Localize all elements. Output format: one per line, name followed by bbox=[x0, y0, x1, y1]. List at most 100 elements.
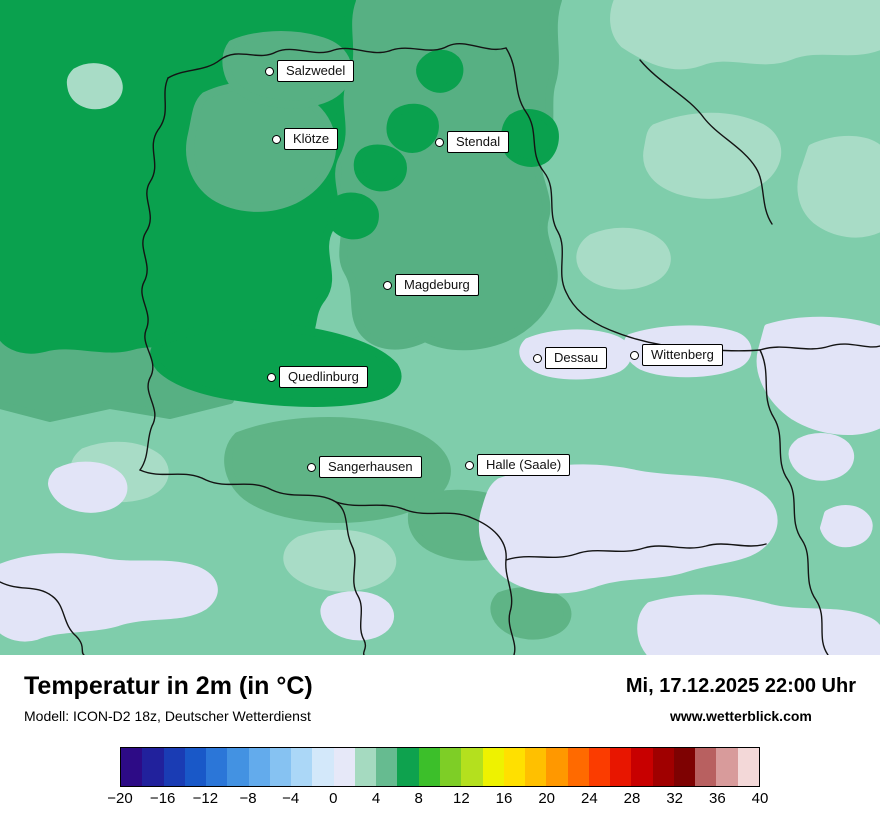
field-lavender-patch bbox=[788, 433, 855, 481]
legend-tick-label: −16 bbox=[149, 790, 176, 807]
city-label: Klötze bbox=[284, 128, 339, 150]
state-border bbox=[167, 43, 507, 79]
legend-color-segment bbox=[610, 748, 632, 786]
legend-color-segment bbox=[142, 748, 164, 786]
legend-color-segment bbox=[482, 748, 504, 786]
map-footer: Temperatur in 2m (in °C) Modell: ICON-D2… bbox=[0, 655, 880, 830]
field-medium-south bbox=[490, 587, 572, 640]
city-dot-icon bbox=[267, 372, 276, 382]
city-dot-icon bbox=[265, 66, 274, 76]
city-dot-icon bbox=[272, 134, 281, 144]
legend-color-segment bbox=[588, 748, 611, 786]
legend-color-segment bbox=[121, 748, 143, 786]
city-label: Sangerhausen bbox=[319, 456, 422, 478]
map-title: Temperatur in 2m (in °C) bbox=[24, 672, 313, 700]
city-dot-icon bbox=[630, 350, 639, 360]
city-marker: Klötze bbox=[272, 128, 339, 150]
city-label: Halle (Saale) bbox=[477, 454, 571, 476]
legend-tick-label: 0 bbox=[329, 790, 338, 807]
legend-color-segment bbox=[291, 748, 313, 786]
city-marker: Quedlinburg bbox=[267, 366, 368, 388]
legend-color-segment bbox=[737, 748, 759, 786]
field-lavender-patch bbox=[820, 505, 873, 548]
city-marker: Stendal bbox=[435, 131, 510, 153]
legend-tick-label: 16 bbox=[495, 790, 513, 807]
legend-color-segment bbox=[525, 748, 547, 786]
city-marker: Magdeburg bbox=[383, 274, 479, 296]
legend-color-segment bbox=[227, 748, 249, 786]
legend-color-segment bbox=[184, 748, 207, 786]
city-dot-icon bbox=[383, 280, 392, 290]
city-marker: Dessau bbox=[533, 347, 608, 369]
legend-color-segment bbox=[461, 748, 483, 786]
city-dot-icon bbox=[533, 353, 542, 363]
legend-tick-label: −4 bbox=[282, 790, 300, 807]
legend-color-segment bbox=[206, 748, 228, 786]
field-strong-spot bbox=[353, 144, 407, 192]
legend-color-segment bbox=[163, 748, 185, 786]
field-lavender-patch bbox=[48, 461, 128, 513]
legend-tick-label: 20 bbox=[538, 790, 555, 807]
legend-color-segment bbox=[652, 748, 674, 786]
legend-tick-label: −20 bbox=[107, 790, 133, 807]
state-border bbox=[139, 77, 169, 471]
state-border bbox=[759, 343, 880, 351]
legend-tick-label: −8 bbox=[239, 790, 257, 807]
legend-tick-label: 8 bbox=[414, 790, 423, 807]
legend-tick-label: −12 bbox=[192, 790, 219, 807]
legend-tick-label: 40 bbox=[751, 790, 769, 807]
city-label: Dessau bbox=[545, 347, 608, 369]
legend-tick-labels: −20 −16 −12 −8 −4 0 4 8 12 16 20 24 28 32 36 40 bbox=[107, 790, 768, 810]
legend-color-segment bbox=[354, 748, 377, 786]
field-mint-speck-nw bbox=[66, 63, 123, 110]
field-lavender-bottomleft bbox=[0, 553, 218, 642]
state-border bbox=[639, 59, 773, 225]
legend-color-segment bbox=[673, 748, 696, 786]
legend-tick-label: 28 bbox=[623, 790, 641, 807]
legend-color-segment bbox=[716, 748, 738, 786]
city-marker: Salzwedel bbox=[265, 60, 355, 82]
city-marker: Wittenberg bbox=[630, 344, 723, 366]
field-strong-spot bbox=[326, 192, 379, 240]
legend-color-segment bbox=[439, 748, 462, 786]
footer-right: Mi, 17.12.2025 22:00 Uhr www.wetterblick… bbox=[626, 671, 856, 724]
city-dot-icon bbox=[435, 137, 444, 147]
footer-text-row: Temperatur in 2m (in °C) Modell: ICON-D2… bbox=[0, 671, 880, 724]
city-label: Quedlinburg bbox=[279, 366, 368, 388]
city-label: Magdeburg bbox=[395, 274, 479, 296]
field-strong-spot bbox=[416, 49, 464, 93]
state-border bbox=[139, 469, 367, 655]
legend-color-segment bbox=[418, 748, 440, 786]
field-lavender-bottomright bbox=[637, 594, 880, 655]
legend-color-segment bbox=[397, 748, 419, 786]
field-mint-patch bbox=[643, 112, 781, 199]
city-marker: Halle (Saale) bbox=[465, 454, 571, 476]
legend-color-segment bbox=[546, 748, 568, 786]
color-scale-legend: −20 −16 −12 −8 −4 0 4 8 12 16 20 24 28 32 36 40 bbox=[107, 747, 768, 810]
state-border bbox=[0, 581, 85, 655]
legend-color-segment bbox=[248, 748, 270, 786]
temperature-field-svg bbox=[0, 0, 880, 655]
city-label: Stendal bbox=[447, 131, 510, 153]
legend-color-segment bbox=[312, 748, 334, 786]
legend-color-bar bbox=[120, 747, 760, 787]
footer-left: Temperatur in 2m (in °C) Modell: ICON-D2… bbox=[24, 671, 313, 724]
website-link[interactable]: www.wetterblick.com bbox=[670, 708, 812, 724]
legend-color-segment bbox=[333, 748, 355, 786]
timestamp: Mi, 17.12.2025 22:00 Uhr bbox=[625, 675, 856, 697]
legend-tick-label: 32 bbox=[666, 790, 683, 807]
state-border bbox=[505, 543, 767, 561]
legend-color-segment bbox=[269, 748, 292, 786]
city-dot-icon bbox=[465, 460, 474, 470]
legend-tick-label: 4 bbox=[371, 790, 381, 807]
state-border bbox=[335, 501, 516, 655]
legend-color-segment bbox=[631, 748, 653, 786]
city-dot-icon bbox=[307, 462, 316, 472]
field-mint-patch bbox=[797, 135, 880, 238]
legend-tick-label: 24 bbox=[580, 790, 598, 807]
legend-color-segment bbox=[376, 748, 398, 786]
state-border bbox=[759, 349, 829, 655]
legend-tick-label: 36 bbox=[708, 790, 726, 807]
legend-color-segment bbox=[503, 748, 526, 786]
field-lavender-patch bbox=[320, 591, 394, 641]
